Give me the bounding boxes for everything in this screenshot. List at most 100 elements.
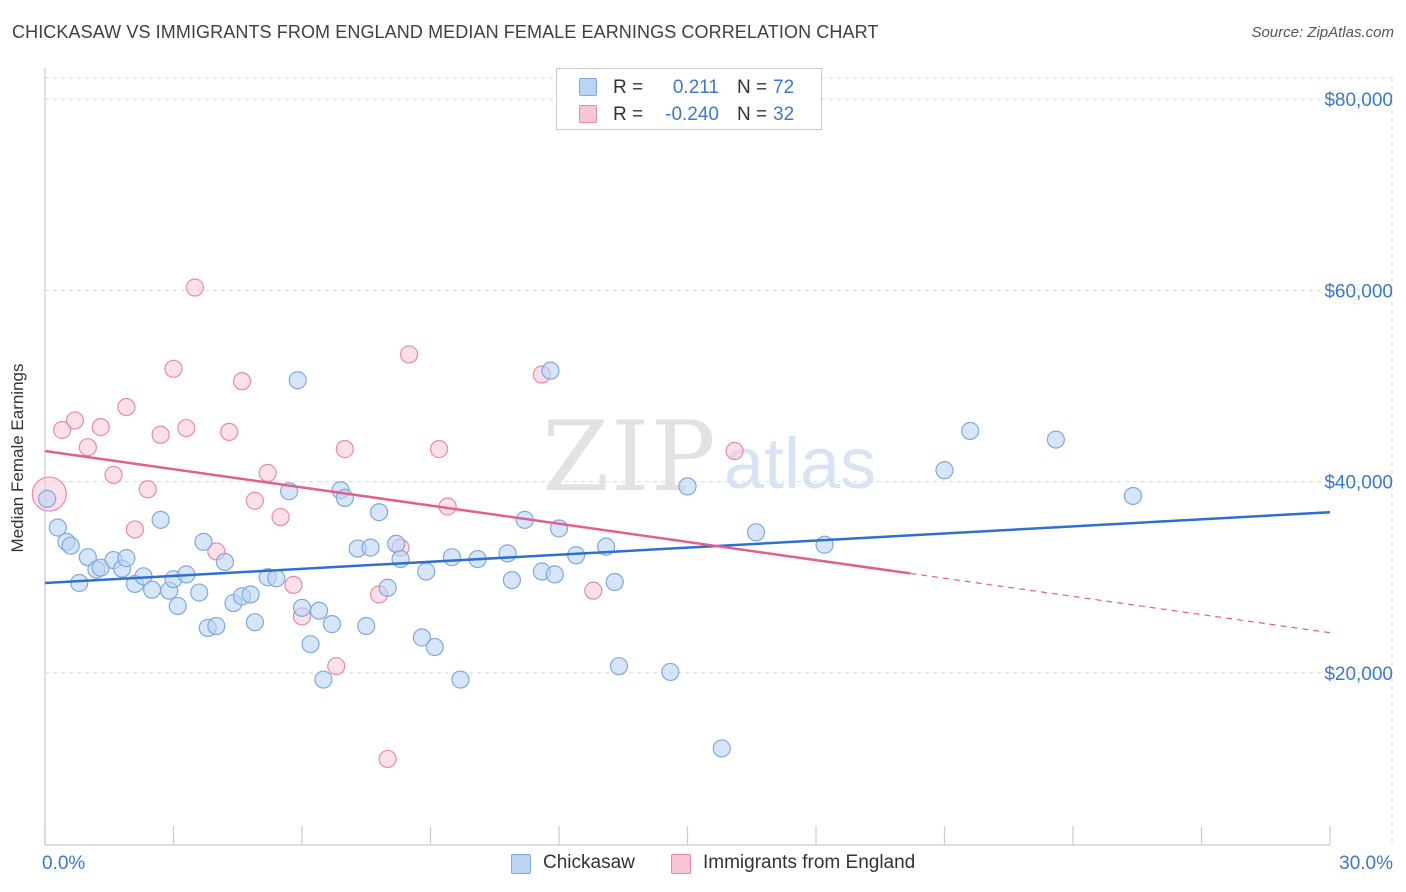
watermark-atlas: atlas: [724, 424, 876, 504]
data-point-chickasaw: [194, 532, 213, 551]
data-point-chickasaw: [301, 635, 320, 654]
data-point-chickasaw: [502, 571, 521, 590]
series-legend: Chickasaw Immigrants from England: [0, 852, 1406, 876]
data-point-chickasaw: [142, 580, 162, 599]
data-point-chickasaw: [545, 565, 564, 584]
data-point-chickasaw: [387, 534, 406, 553]
data-point-chickasaw: [425, 637, 444, 657]
data-point-england: [104, 465, 123, 485]
data-point-chickasaw: [361, 538, 380, 557]
series-immigrants-from-england: [31, 278, 744, 769]
data-point-chickasaw: [451, 670, 470, 689]
gridlines: [45, 77, 1393, 845]
data-point-chickasaw: [442, 548, 462, 567]
y-tick-label: $20,000: [1324, 664, 1393, 685]
data-point-england: [429, 440, 449, 459]
data-point-chickasaw: [245, 613, 264, 632]
data-point-england: [584, 581, 603, 600]
data-point-chickasaw: [961, 421, 980, 441]
data-point-chickasaw: [190, 583, 209, 602]
trend-lines: [44, 449, 1331, 634]
data-point-chickasaw: [370, 503, 389, 522]
y-tick-label: $40,000: [1324, 473, 1393, 494]
data-point-chickasaw: [117, 549, 136, 568]
legend-row-chickasaw: R = 0.211 N = 72: [557, 74, 821, 100]
y-axis-title: Median Female Earnings: [8, 363, 27, 553]
data-point-england: [125, 520, 145, 539]
y-tick-label: $60,000: [1324, 281, 1393, 302]
data-point-chickasaw: [267, 569, 286, 588]
legend-swatch-pink: [579, 105, 597, 123]
legend-r-value: -0.240: [665, 104, 719, 125]
data-point-chickasaw: [70, 573, 89, 593]
data-point-england: [232, 372, 252, 391]
trend-line-chickasaw: [44, 510, 1331, 585]
data-point-chickasaw: [168, 596, 187, 616]
legend-swatch-blue: [511, 854, 531, 874]
data-point-england: [185, 278, 205, 297]
legend-label-england: Immigrants from England: [703, 852, 916, 873]
data-point-chickasaw: [609, 657, 629, 676]
data-point-chickasaw: [207, 616, 226, 636]
data-point-chickasaw: [310, 601, 329, 620]
data-point-chickasaw: [498, 544, 517, 563]
data-point-england: [258, 463, 277, 483]
source-credit: Source: ZipAtlas.com: [1251, 24, 1394, 41]
data-point-chickasaw: [288, 371, 307, 390]
data-point-england: [245, 491, 264, 510]
data-point-chickasaw: [314, 670, 333, 689]
data-point-england: [725, 441, 744, 461]
data-point-england: [151, 425, 170, 444]
trend-line-england: [44, 449, 911, 575]
data-point-chickasaw: [151, 510, 170, 529]
legend-row-england: R = -0.240 N = 32: [557, 101, 821, 127]
watermark: ZIP atlas: [542, 401, 876, 513]
data-point-england: [378, 749, 397, 769]
data-point-england: [284, 575, 303, 595]
data-point-chickasaw: [678, 477, 697, 496]
data-point-chickasaw: [712, 739, 731, 758]
data-point-england: [138, 480, 157, 499]
data-point-england: [335, 440, 354, 459]
data-point-chickasaw: [1046, 430, 1065, 449]
data-point-chickasaw: [38, 489, 57, 508]
data-point-chickasaw: [357, 616, 376, 636]
data-point-england: [78, 438, 97, 457]
legend-r-label: R =: [613, 77, 644, 98]
x-tick-label: 0.0%: [42, 853, 85, 874]
data-point-england: [164, 359, 183, 378]
data-point-chickasaw: [215, 552, 234, 572]
tick-labels: $20,000 $40,000 $60,000 $80,000 0.0% 30.0%: [42, 90, 1393, 874]
data-point-england: [117, 397, 136, 417]
data-point-chickasaw: [935, 461, 954, 480]
data-point-chickasaw: [1123, 486, 1143, 506]
data-point-chickasaw: [322, 615, 342, 634]
y-tick-label: $80,000: [1324, 90, 1393, 111]
chart-title: CHICKASAW VS IMMIGRANTS FROM ENGLAND MED…: [12, 22, 879, 42]
data-point-chickasaw: [48, 518, 67, 537]
data-point-chickasaw: [78, 548, 97, 567]
data-point-england: [53, 420, 72, 440]
data-point-england: [65, 411, 85, 430]
x-tick-label: 30.0%: [1339, 853, 1393, 874]
legend-swatch-blue: [579, 78, 597, 96]
legend-r-value: 0.211: [672, 77, 719, 98]
data-point-chickasaw: [378, 578, 397, 597]
series-chickasaw: [38, 361, 1143, 758]
correlation-legend: R = 0.211 N = 72 R = -0.240 N = 32: [556, 68, 822, 130]
data-point-chickasaw: [292, 598, 312, 617]
legend-n-value: 32: [773, 104, 795, 125]
data-point-england: [220, 422, 239, 441]
data-point-chickasaw: [391, 549, 410, 569]
legend-r-label: R =: [613, 104, 644, 125]
data-point-chickasaw: [241, 585, 260, 604]
trend-line-england-extension: [910, 572, 1331, 634]
data-point-england: [327, 657, 346, 676]
data-point-chickasaw: [746, 523, 766, 542]
data-point-england: [271, 507, 290, 527]
legend-n-label: N =: [737, 77, 768, 98]
data-point-chickasaw: [605, 572, 624, 592]
legend-label-chickasaw: Chickasaw: [543, 852, 635, 873]
data-point-chickasaw: [541, 361, 560, 380]
